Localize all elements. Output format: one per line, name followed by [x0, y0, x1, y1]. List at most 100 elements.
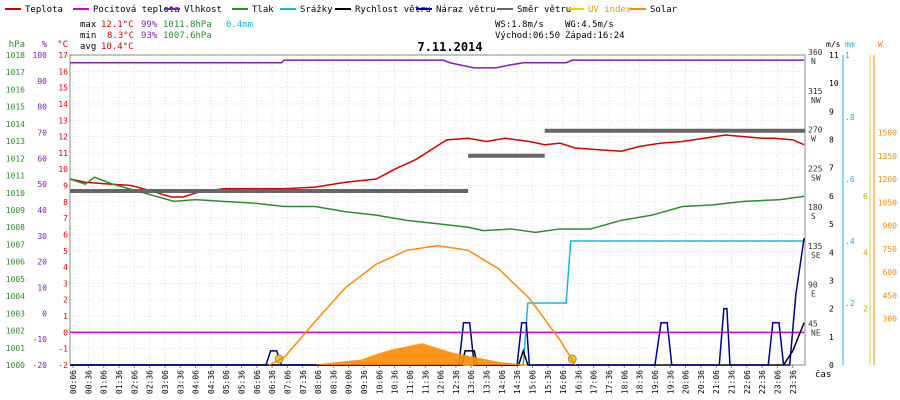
x-tick-label: 01:36	[115, 370, 124, 394]
x-tick-label: 02:36	[146, 370, 155, 394]
y-axis-label: W	[878, 40, 883, 49]
y-tick-label: 1018	[6, 51, 25, 60]
legend-item: Teplota	[5, 5, 63, 15]
y-tick-label: 4	[863, 248, 868, 257]
y-tick-label: 1012	[6, 154, 25, 163]
direction-name-label: SW	[811, 173, 821, 182]
x-tick-label: 13:36	[483, 370, 492, 394]
stat-wind-speed: WS:1.8m/s	[495, 20, 544, 30]
y-tick-label: 1050	[878, 198, 897, 207]
y-axis-wind: m/s 0 1 2 3 4 5 6 7 8 9 10 11	[826, 40, 841, 370]
y-tick-label: 1008	[6, 223, 25, 232]
y-tick-label: 0	[63, 328, 68, 337]
stat-max-temp: 12.1°C	[101, 20, 134, 30]
y-tick-label: 4	[63, 263, 68, 272]
legend-item: UV index	[568, 5, 632, 15]
y-tick-label: 1016	[6, 85, 25, 94]
stat-wind-gust: WG:4.5m/s	[565, 20, 614, 30]
y-tick-label: -10	[33, 335, 48, 344]
x-tick-label: 16:06	[559, 370, 568, 394]
stat-min-humidity: 93%	[141, 31, 158, 41]
y-tick-label: 7	[829, 164, 834, 173]
x-tick-label: 04:36	[207, 370, 216, 394]
x-tick-label: 19:06	[651, 370, 660, 394]
y-tick-label: -2	[58, 361, 68, 370]
x-tick-label: 06:36	[268, 370, 277, 394]
stat-max-rain: 0.4mm	[226, 20, 253, 30]
y-tick-label: 9	[63, 182, 68, 191]
x-axis-label: čas	[815, 369, 831, 380]
y-tick-label: 8	[829, 136, 834, 145]
x-tick-label: 12:36	[452, 370, 461, 394]
y-tick-label: 5	[63, 247, 68, 256]
x-tick-label: 11:36	[421, 370, 430, 394]
x-tick-label: 03:06	[161, 370, 170, 394]
y-tick-label: 10	[829, 79, 839, 88]
legend-label: Srážky	[300, 5, 333, 15]
legend-item: Solar	[630, 5, 678, 15]
legend-label: Směr větru	[517, 5, 571, 15]
x-tick-label: 06:06	[253, 370, 262, 394]
x-tick-label: 21:36	[728, 370, 737, 394]
stat-sunrise: Východ:06:50	[495, 31, 560, 41]
direction-name-label: W	[811, 135, 816, 144]
x-tick-label: 15:06	[528, 370, 537, 394]
y-axis-uv: 2 4 6	[863, 55, 871, 365]
series-tlak	[69, 176, 805, 234]
y-tick-label: 10	[58, 165, 68, 174]
y-tick-label: 100	[33, 51, 48, 60]
y-axes: hPa1000100110021003100410051006100710081…	[6, 40, 897, 370]
direction-tick-label: 360	[808, 48, 823, 57]
y-tick-label: 6	[829, 192, 834, 201]
y-tick-label: 1200	[878, 175, 897, 184]
grid	[69, 54, 806, 366]
y-tick-label: .2	[845, 299, 855, 308]
y-tick-label: 750	[883, 245, 898, 254]
y-tick-label: 300	[883, 315, 898, 324]
x-tick-label: 09:36	[360, 370, 369, 394]
stat-min-label: min	[80, 31, 96, 41]
x-tick-label: 04:06	[192, 370, 201, 394]
x-axis: 00:06 00:36 01:06 01:36 02:06 02:36 03:06 03:36…	[69, 365, 798, 394]
direction-name-label: E	[811, 290, 816, 299]
series-line	[70, 59, 805, 69]
x-tick-label: 18:36	[636, 370, 645, 394]
y-tick-label: 1014	[6, 120, 25, 129]
y-tick-label: 1010	[6, 189, 25, 198]
x-tick-label: 08:06	[314, 370, 323, 394]
y-tick-label: 11	[58, 149, 68, 158]
y-axis-label: hPa	[9, 40, 25, 50]
legend-label: UV index	[588, 5, 632, 15]
direction-tick-label: 90	[808, 281, 818, 290]
y-tick-label: 9	[829, 107, 834, 116]
y-tick-label: 1015	[6, 103, 25, 112]
legend-label: Teplota	[25, 5, 63, 15]
direction-name-label: NW	[811, 96, 821, 105]
stat-sunset: Západ:16:24	[565, 31, 625, 41]
y-axis-label: %	[42, 40, 48, 50]
y-tick-label: -20	[33, 361, 48, 370]
y-tick-label: 1002	[6, 327, 25, 336]
y-tick-label: 1013	[6, 137, 25, 146]
x-tick-label: 10:06	[375, 370, 384, 394]
y-tick-label: 1500	[878, 129, 897, 138]
y-tick-label: 17	[58, 51, 68, 60]
x-tick-label: 02:06	[130, 370, 139, 394]
legend-label: Pocitová teplota	[93, 5, 180, 15]
y-tick-label: 3	[829, 276, 834, 285]
y-tick-label: 1	[845, 51, 850, 60]
x-tick-label: 20:06	[682, 370, 691, 394]
x-tick-label: 05:06	[222, 370, 231, 394]
y-tick-label: 80	[37, 103, 47, 112]
y-axis-solar: W 300 450 600 750 900 1050 1200 1350 1500	[873, 40, 898, 365]
y-tick-label: .4	[845, 237, 855, 246]
series-solar-m-eno-	[315, 343, 530, 365]
legend-item: Tlak	[232, 5, 274, 15]
y-tick-label: 1004	[6, 292, 25, 301]
legend-item: Pocitová teplota	[73, 5, 180, 15]
legend-label: Solar	[650, 5, 678, 15]
chart-title: 7.11.2014	[417, 40, 482, 54]
y-tick-label: 2	[863, 305, 868, 314]
